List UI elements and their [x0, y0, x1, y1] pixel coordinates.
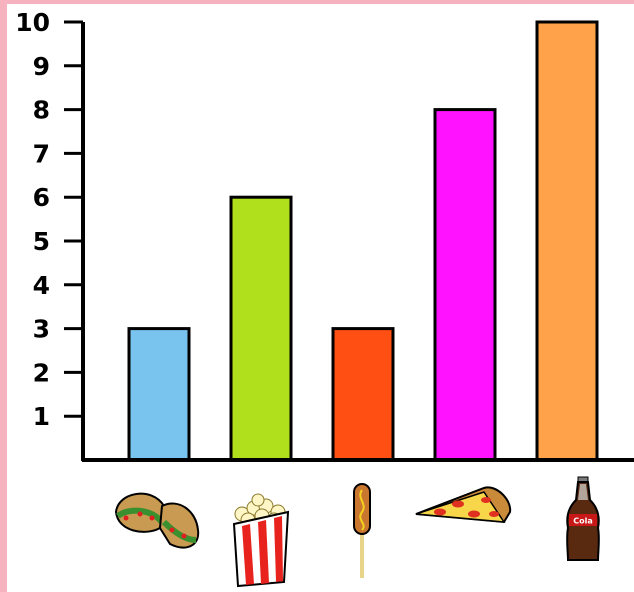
- bar-popcorn: [229, 195, 293, 462]
- y-tick-label: 6: [33, 183, 50, 212]
- corn-dog-icon: [353, 483, 371, 578]
- y-tick-label: 3: [33, 315, 50, 344]
- y-tick-label: 2: [33, 358, 50, 387]
- y-tick-label: 9: [33, 52, 50, 81]
- y-tick-label: 5: [33, 227, 50, 256]
- taco-icon: [114, 492, 200, 549]
- y-tick-label: 8: [33, 96, 50, 125]
- y-axis-ticks: 1 2 3 4 5 6 7 8 9 10: [15, 8, 83, 431]
- y-tick-label: 1: [33, 402, 50, 431]
- bar-pizza: [433, 108, 497, 462]
- popcorn-icon: [232, 493, 290, 588]
- bar-corn-dog: [331, 327, 395, 462]
- pizza-slice-icon: [415, 486, 512, 524]
- y-tick-label: 7: [33, 139, 50, 168]
- bar-tacos: [127, 327, 191, 462]
- bottle-label: Cola: [573, 517, 593, 526]
- soda-bottle-icon: Cola: [566, 476, 600, 561]
- y-tick-label: 10: [15, 8, 50, 37]
- y-tick-label: 4: [33, 271, 50, 300]
- bars: [127, 20, 599, 462]
- bar-soda: [535, 20, 599, 462]
